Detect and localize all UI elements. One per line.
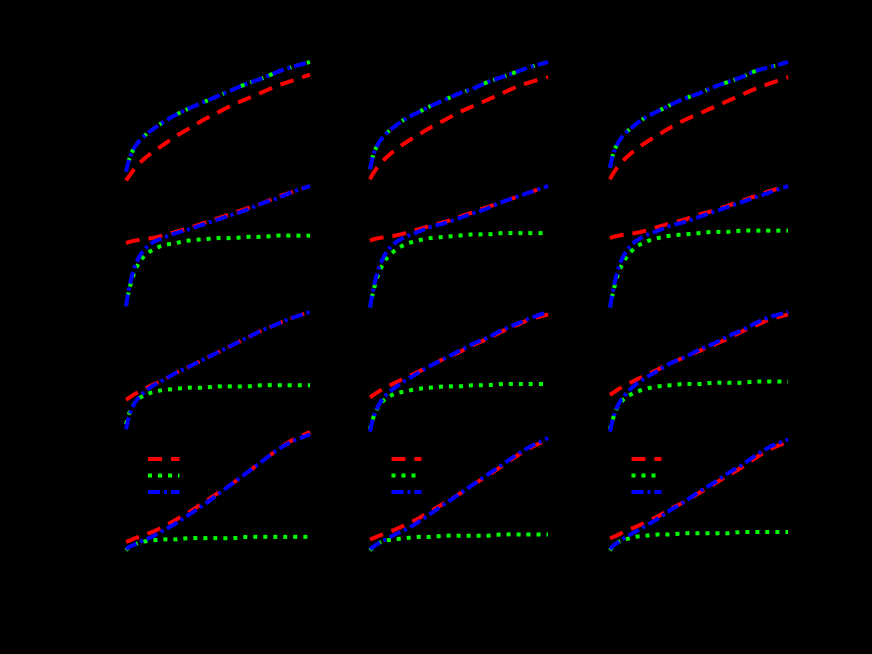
plot-panel-r2-c2 (608, 310, 789, 434)
series-line-blue (368, 60, 549, 170)
plot-panel-r3-c1 (368, 432, 549, 554)
plot-area (368, 184, 549, 308)
series-line-green (368, 381, 548, 430)
plot-area (124, 310, 311, 430)
series-line-blue (368, 184, 549, 308)
plot-area (124, 430, 311, 552)
series-line-green (124, 60, 311, 173)
series-line-green (368, 532, 548, 552)
plot-panel-r2-c1 (368, 310, 549, 434)
series-line-green (608, 60, 789, 169)
series-line-green (608, 379, 788, 430)
plot-area (608, 60, 789, 181)
plot-panel-r0-c1 (368, 60, 549, 188)
series-line-blue (368, 310, 549, 433)
series-line-blue (124, 432, 311, 551)
legend (631, 456, 662, 494)
plot-panel-r0-c0 (124, 60, 311, 188)
series-line-blue (124, 60, 311, 173)
series-line-red (368, 75, 549, 181)
series-line-blue (368, 436, 549, 551)
series-line-blue (608, 60, 789, 169)
series-line-green (124, 534, 310, 552)
series-line-blue (608, 184, 789, 308)
series-line-green (368, 60, 549, 170)
plot-area (124, 184, 311, 307)
legend (391, 456, 422, 494)
plot-area (368, 310, 549, 433)
plot-panel-r3-c0 (124, 430, 311, 554)
plot-panel-r1-c1 (368, 184, 549, 310)
plot-panel-r1-c0 (124, 184, 311, 310)
series-line-green (124, 233, 310, 307)
series-line-green (608, 228, 788, 308)
plot-panel-r1-c2 (608, 184, 789, 310)
series-line-green (124, 383, 310, 425)
series-line-green (608, 529, 788, 552)
series-line-blue (608, 310, 789, 433)
series-line-red (369, 437, 549, 542)
plot-area (124, 60, 311, 182)
plot-area (608, 310, 789, 433)
plot-area (368, 436, 549, 552)
series-line-blue (124, 184, 311, 307)
plot-area (368, 60, 549, 181)
plot-area (608, 184, 789, 308)
series-line-blue (124, 310, 311, 430)
plot-panel-r0-c2 (608, 60, 789, 188)
plot-area (608, 437, 789, 552)
plot-panel-r3-c2 (608, 432, 789, 554)
series-line-green (368, 231, 548, 308)
series-line-blue (608, 437, 789, 551)
series-line-red (124, 72, 311, 182)
series-line-red (608, 75, 789, 181)
legend (148, 456, 180, 494)
plot-panel-r2-c0 (124, 310, 311, 434)
